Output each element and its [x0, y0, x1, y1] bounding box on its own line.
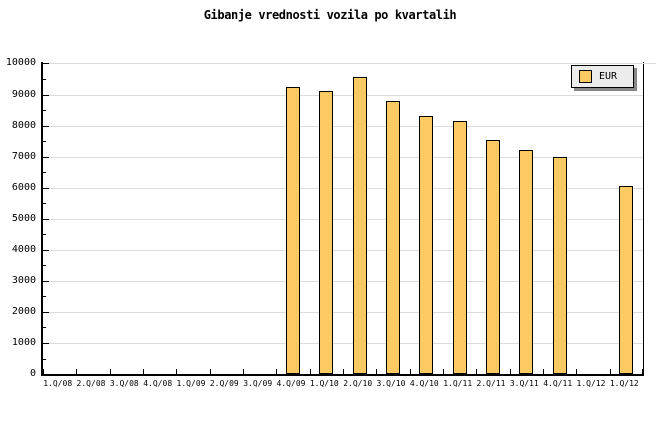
gridline-y-7000 [43, 156, 643, 158]
x-tick [243, 369, 244, 374]
y-axis-label-0: 0 [29, 368, 36, 379]
chart-title: Gibanje vrednosti vozila po kvartalih [203, 8, 457, 22]
x-tick [409, 369, 411, 374]
y-major-tick [43, 342, 49, 344]
y-minor-tick [43, 296, 46, 298]
x-tick [443, 369, 444, 374]
gridline-y-3000 [43, 280, 643, 282]
x-tick [642, 369, 643, 374]
y-minor-tick [43, 234, 46, 236]
y-major-tick [43, 63, 49, 65]
bar-3.Q/10-10 [386, 100, 400, 374]
gridline-y-6000 [43, 187, 643, 189]
y-axis-label-9000: 9000 [11, 88, 36, 100]
y-axis-label-10000: 10000 [5, 57, 36, 69]
gridline-y-10000 [43, 63, 656, 65]
y-minor-tick [43, 78, 46, 80]
x-axis-label-14: 3.Q/11 [509, 379, 539, 388]
x-tick [576, 369, 578, 374]
x-tick [343, 369, 344, 374]
x-axis-label-3: 4.Q/08 [143, 379, 173, 388]
x-tick [276, 369, 278, 374]
x-tick [309, 369, 311, 374]
x-axis-label-1: 2.Q/08 [76, 379, 106, 388]
x-tick [209, 369, 211, 374]
x-tick [176, 369, 178, 374]
x-axis-label-10: 3.Q/10 [376, 379, 406, 388]
x-axis-label-7: 4.Q/09 [276, 379, 306, 388]
y-axis-label-5000: 5000 [11, 212, 36, 224]
bar-3.Q/11-14 [519, 150, 534, 374]
gridline-y-9000 [43, 94, 643, 96]
y-major-tick [43, 249, 49, 251]
y-major-tick [43, 311, 49, 313]
x-axis-label-13: 2.Q/11 [476, 379, 506, 388]
bar-4.Q/09-7 [286, 86, 300, 374]
x-axis-label-4: 1.Q/09 [176, 379, 206, 388]
y-minor-tick [43, 327, 46, 329]
y-minor-tick [43, 141, 46, 142]
y-axis-label-4000: 4000 [11, 243, 36, 255]
x-tick [476, 369, 478, 374]
x-tick [509, 369, 511, 374]
bar-4.Q/10-11 [419, 116, 434, 374]
y-axis-label-2000: 2000 [11, 305, 36, 317]
y-major-tick [43, 125, 49, 127]
bar-1.Q/10-8 [319, 91, 334, 374]
x-tick [43, 369, 44, 374]
y-axis-label-7000: 7000 [11, 150, 36, 162]
x-axis-label-16: 1.Q/12 [576, 379, 606, 388]
bar-2.Q/11-13 [486, 139, 500, 374]
y-minor-tick [43, 172, 46, 174]
y-major-tick [43, 94, 49, 96]
x-axis-label-17: 1.Q/12 [609, 379, 639, 388]
y-major-tick [43, 156, 49, 158]
x-axis-label-5: 2.Q/09 [209, 379, 239, 388]
y-major-tick [43, 218, 49, 220]
x-tick [609, 369, 611, 374]
gridline-y-8000 [43, 125, 643, 127]
y-axis-label-3000: 3000 [11, 274, 36, 286]
gridline-y-5000 [43, 218, 643, 220]
x-axis-label-6: 3.Q/09 [243, 379, 273, 388]
x-tick [376, 369, 378, 374]
gridline-y-2000 [43, 311, 643, 313]
x-axis-label-15: 4.Q/11 [543, 379, 573, 388]
legend-label: EUR [599, 71, 618, 82]
x-axis-label-9: 2.Q/10 [343, 379, 373, 388]
bar-4.Q/11-15 [552, 156, 567, 374]
gridline-y-4000 [43, 249, 643, 251]
x-axis-label-11: 4.Q/10 [409, 379, 439, 388]
y-axis-label-1000: 1000 [11, 336, 36, 348]
y-minor-tick [43, 265, 46, 267]
y-axis-label-6000: 6000 [11, 181, 36, 193]
x-axis-label-2: 3.Q/08 [109, 379, 139, 388]
bar-1.Q/12-17 [619, 186, 634, 374]
x-tick [76, 369, 78, 374]
y-major-tick [43, 280, 49, 282]
x-axis-label-0: 1.Q/08 [43, 379, 73, 388]
legend-swatch-eur [579, 70, 592, 83]
x-tick [109, 369, 111, 374]
x-axis-label-12: 1.Q/11 [443, 379, 473, 388]
x-axis-label-8: 1.Q/10 [309, 379, 339, 388]
y-minor-tick [43, 358, 46, 360]
x-tick [543, 369, 544, 374]
y-axis-label-8000: 8000 [11, 119, 36, 131]
legend: EUR [571, 65, 634, 88]
x-tick [143, 369, 144, 374]
y-minor-tick [43, 203, 46, 205]
bar-2.Q/10-9 [352, 77, 367, 374]
gridline-y-1000 [43, 342, 643, 344]
plot-area [41, 62, 656, 376]
bar-1.Q/11-12 [452, 120, 467, 374]
y-major-tick [43, 187, 49, 189]
y-minor-tick [43, 110, 46, 111]
